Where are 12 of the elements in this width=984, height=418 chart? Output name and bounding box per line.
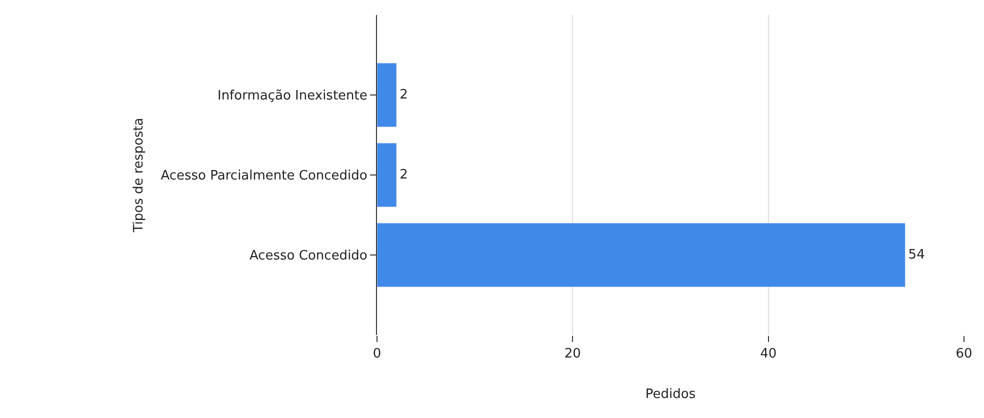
y-tick-label: Acesso Concedido (249, 248, 368, 264)
x-axis-title: Pedidos (645, 387, 696, 402)
data-label: 2 (400, 168, 408, 182)
y-tick-label: Informação Inexistente (217, 88, 368, 104)
data-label: 54 (908, 248, 925, 262)
data-label: 2 (400, 88, 408, 102)
x-tick-label: 60 (956, 346, 972, 362)
y-tick-label: Acesso Parcialmente Concedido (160, 168, 368, 184)
x-tick-label: 20 (564, 346, 581, 362)
x-tick-label: 0 (372, 346, 382, 362)
x-tick-label: 40 (760, 346, 777, 362)
y-axis-title: Tipos de resposta (132, 118, 147, 234)
